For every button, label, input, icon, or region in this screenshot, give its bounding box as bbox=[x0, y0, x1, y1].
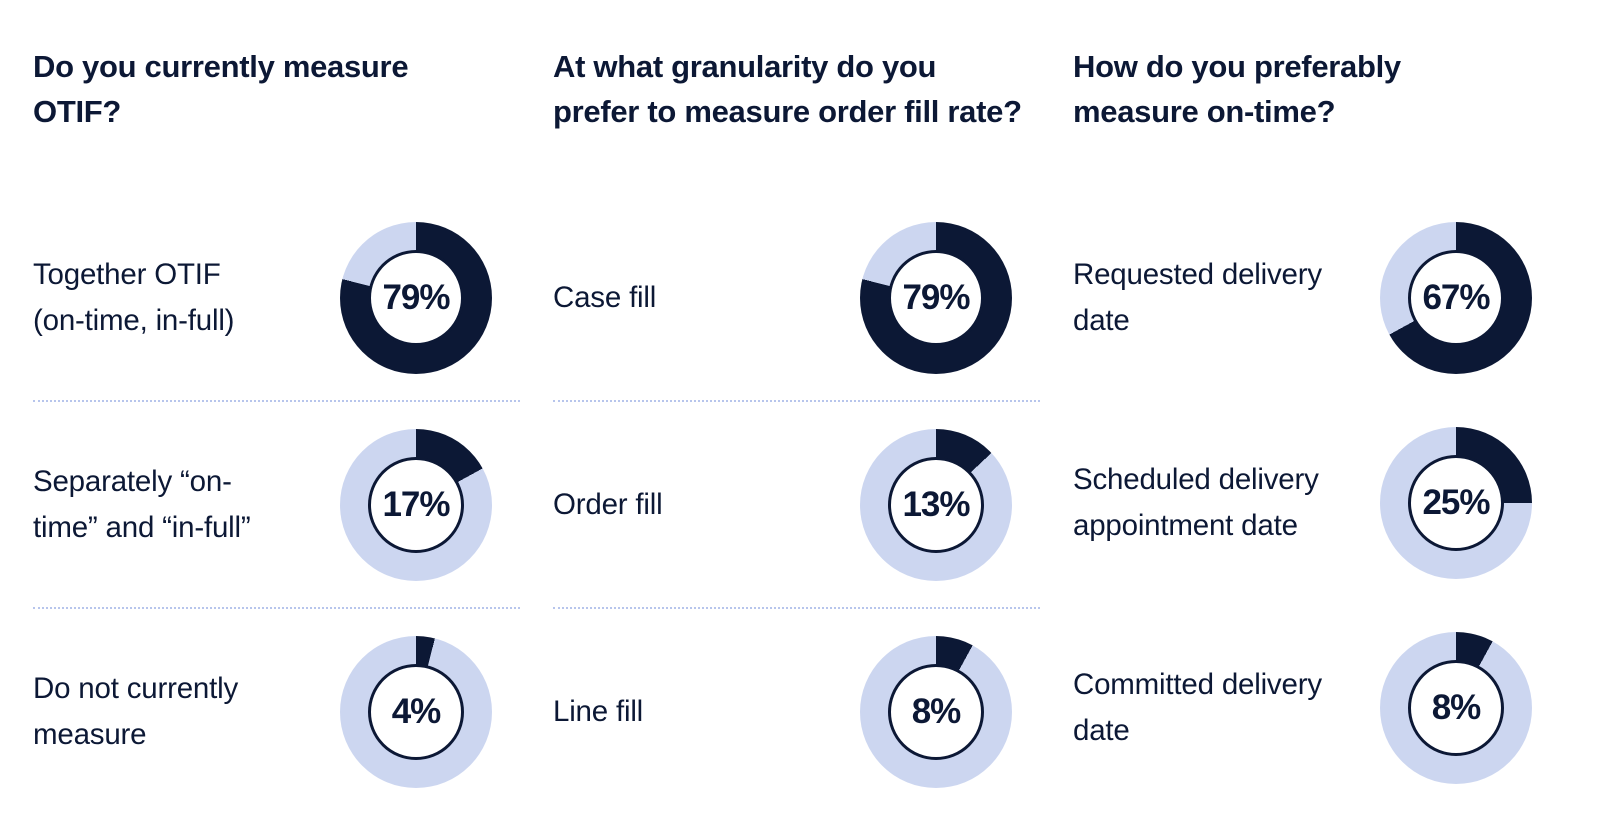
survey-row: Separately “on-time” and “in-full” 17% bbox=[33, 402, 520, 607]
donut-value-label: 13% bbox=[888, 456, 984, 553]
column-question: Do you currently measure OTIF? bbox=[33, 49, 409, 129]
donut-value-label: 8% bbox=[888, 663, 984, 760]
survey-row: Case fill 79% bbox=[553, 195, 1040, 400]
survey-row: Committed delivery date 8% bbox=[1073, 605, 1560, 810]
survey-row: Scheduled delivery appointment date 25% bbox=[1073, 400, 1560, 605]
column-measure-otif: Do you currently measure OTIF? Together … bbox=[33, 45, 520, 839]
row-label: Separately “on-time” and “in-full” bbox=[33, 464, 251, 544]
donut-chart: 13% bbox=[860, 428, 1012, 581]
donut-chart: 79% bbox=[340, 221, 492, 374]
dotted-separator bbox=[33, 607, 520, 609]
donut-chart: 17% bbox=[340, 428, 492, 581]
donut-value-label: 79% bbox=[368, 249, 464, 346]
donut-value-label: 79% bbox=[888, 249, 984, 346]
row-label: Scheduled delivery appointment date bbox=[1073, 462, 1319, 542]
row-label: Together OTIF (on-time, in-full) bbox=[33, 257, 235, 337]
survey-row: Line fill 8% bbox=[553, 609, 1040, 814]
row-label: Do not currently measure bbox=[33, 671, 239, 751]
donut-chart: 8% bbox=[860, 635, 1012, 788]
column-question: At what granularity do you prefer to mea… bbox=[553, 49, 1022, 129]
dotted-separator bbox=[33, 400, 520, 402]
donut-chart: 25% bbox=[1380, 426, 1532, 579]
donut-chart: 67% bbox=[1380, 221, 1532, 374]
donut-value-label: 8% bbox=[1408, 659, 1504, 756]
donut-value-label: 67% bbox=[1408, 249, 1504, 346]
dotted-separator bbox=[553, 400, 1040, 402]
column-question: How do you preferably measure on-time? bbox=[1073, 49, 1401, 129]
row-label: Committed delivery date bbox=[1073, 667, 1322, 747]
donut-value-label: 17% bbox=[368, 456, 464, 553]
column-on-time-measurement: How do you preferably measure on-time? R… bbox=[1073, 45, 1560, 839]
donut-chart: 8% bbox=[1380, 631, 1532, 784]
column-order-fill-granularity: At what granularity do you prefer to mea… bbox=[553, 45, 1040, 839]
survey-row: Requested delivery date 67% bbox=[1073, 195, 1560, 400]
row-label: Order fill bbox=[553, 487, 663, 521]
row-label: Line fill bbox=[553, 694, 644, 728]
survey-row: Together OTIF (on-time, in-full) 79% bbox=[33, 195, 520, 400]
survey-row: Do not currently measure 4% bbox=[33, 609, 520, 814]
donut-value-label: 4% bbox=[368, 663, 464, 760]
donut-value-label: 25% bbox=[1408, 454, 1504, 551]
donut-chart: 4% bbox=[340, 635, 492, 788]
row-label: Requested delivery date bbox=[1073, 257, 1322, 337]
row-label: Case fill bbox=[553, 280, 657, 314]
donut-chart: 79% bbox=[860, 221, 1012, 374]
dotted-separator bbox=[553, 607, 1040, 609]
survey-row: Order fill 13% bbox=[553, 402, 1040, 607]
